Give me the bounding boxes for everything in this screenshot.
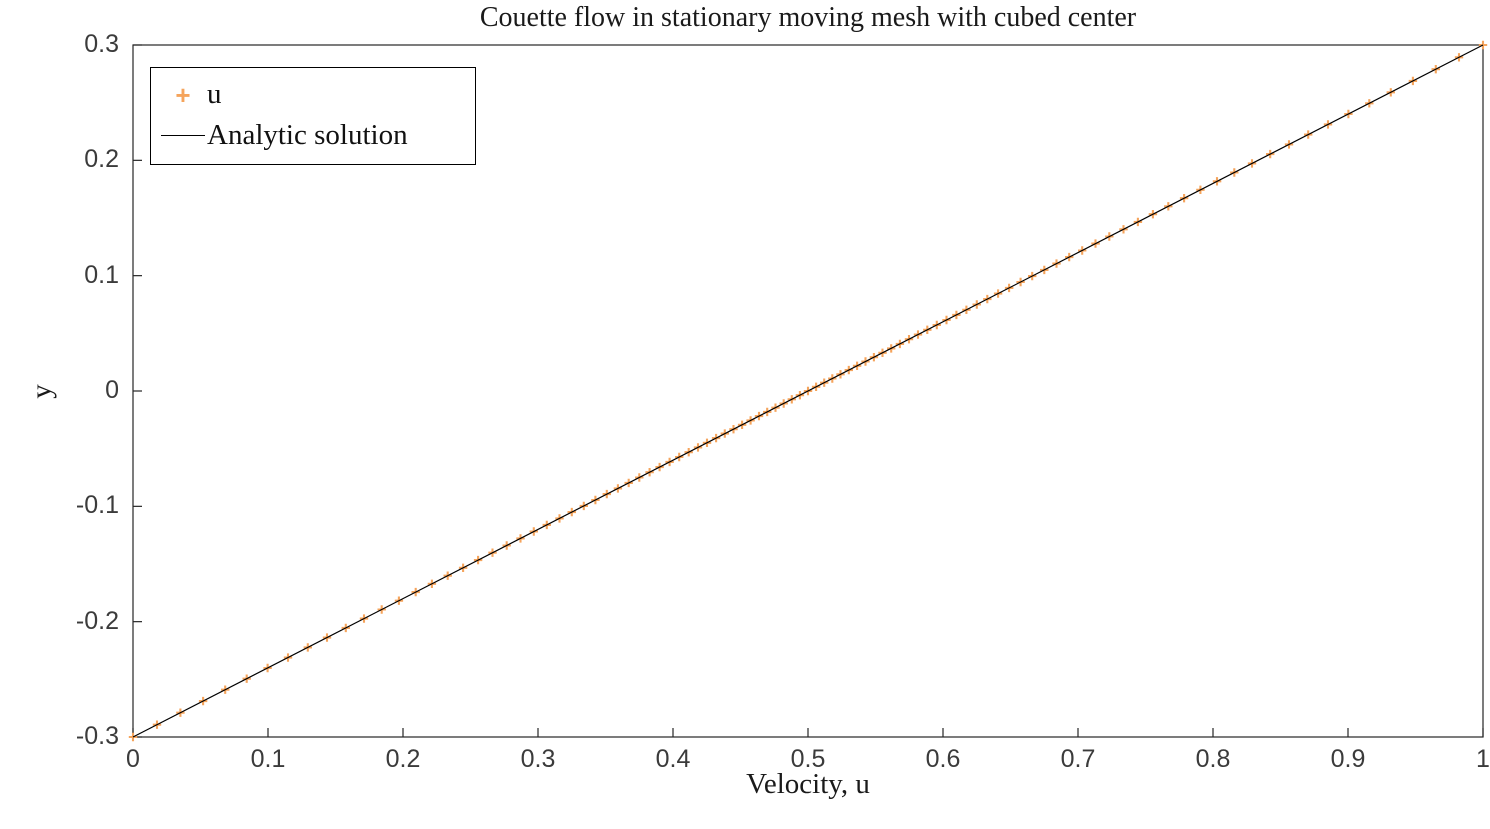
x-tick-label: 0.1 (250, 745, 286, 773)
y-tick-label: -0.2 (75, 606, 119, 635)
x-tick-label: 0.3 (520, 745, 556, 773)
legend-entry-analytic: Analytic solution (159, 115, 459, 156)
x-tick-label: 0.9 (1330, 745, 1366, 773)
y-tick-label: -0.3 (75, 722, 119, 750)
x-axis-label: Velocity, u (746, 768, 870, 800)
legend-entry-u: + u (159, 74, 459, 115)
analytic-solution-line (132, 44, 1484, 738)
legend: + u Analytic solution (150, 67, 476, 165)
y-tick-label: 0.3 (84, 30, 119, 58)
x-tick-label: 0.5 (790, 745, 826, 773)
x-tick-label: 0.2 (385, 745, 421, 773)
y-tick-label: 0 (105, 376, 119, 404)
legend-label-u: u (207, 78, 222, 110)
y-tick-label: 0.1 (84, 260, 119, 289)
x-tick-label: 0.7 (1060, 745, 1096, 773)
x-tick-label: 0 (126, 745, 140, 773)
x-tick-label: 0.6 (925, 745, 961, 773)
x-tick-label: 1 (1476, 745, 1490, 773)
y-tick-label: 0.2 (84, 145, 119, 174)
x-tick-label: 0.4 (655, 745, 691, 773)
plus-marker-icon: + (175, 79, 191, 110)
chart-title: Couette flow in stationary moving mesh w… (479, 2, 1137, 33)
line-sample-icon (159, 135, 207, 136)
legend-label-analytic: Analytic solution (207, 119, 408, 151)
x-tick-label: 0.8 (1195, 745, 1231, 773)
y-tick-label: -0.1 (75, 491, 119, 520)
